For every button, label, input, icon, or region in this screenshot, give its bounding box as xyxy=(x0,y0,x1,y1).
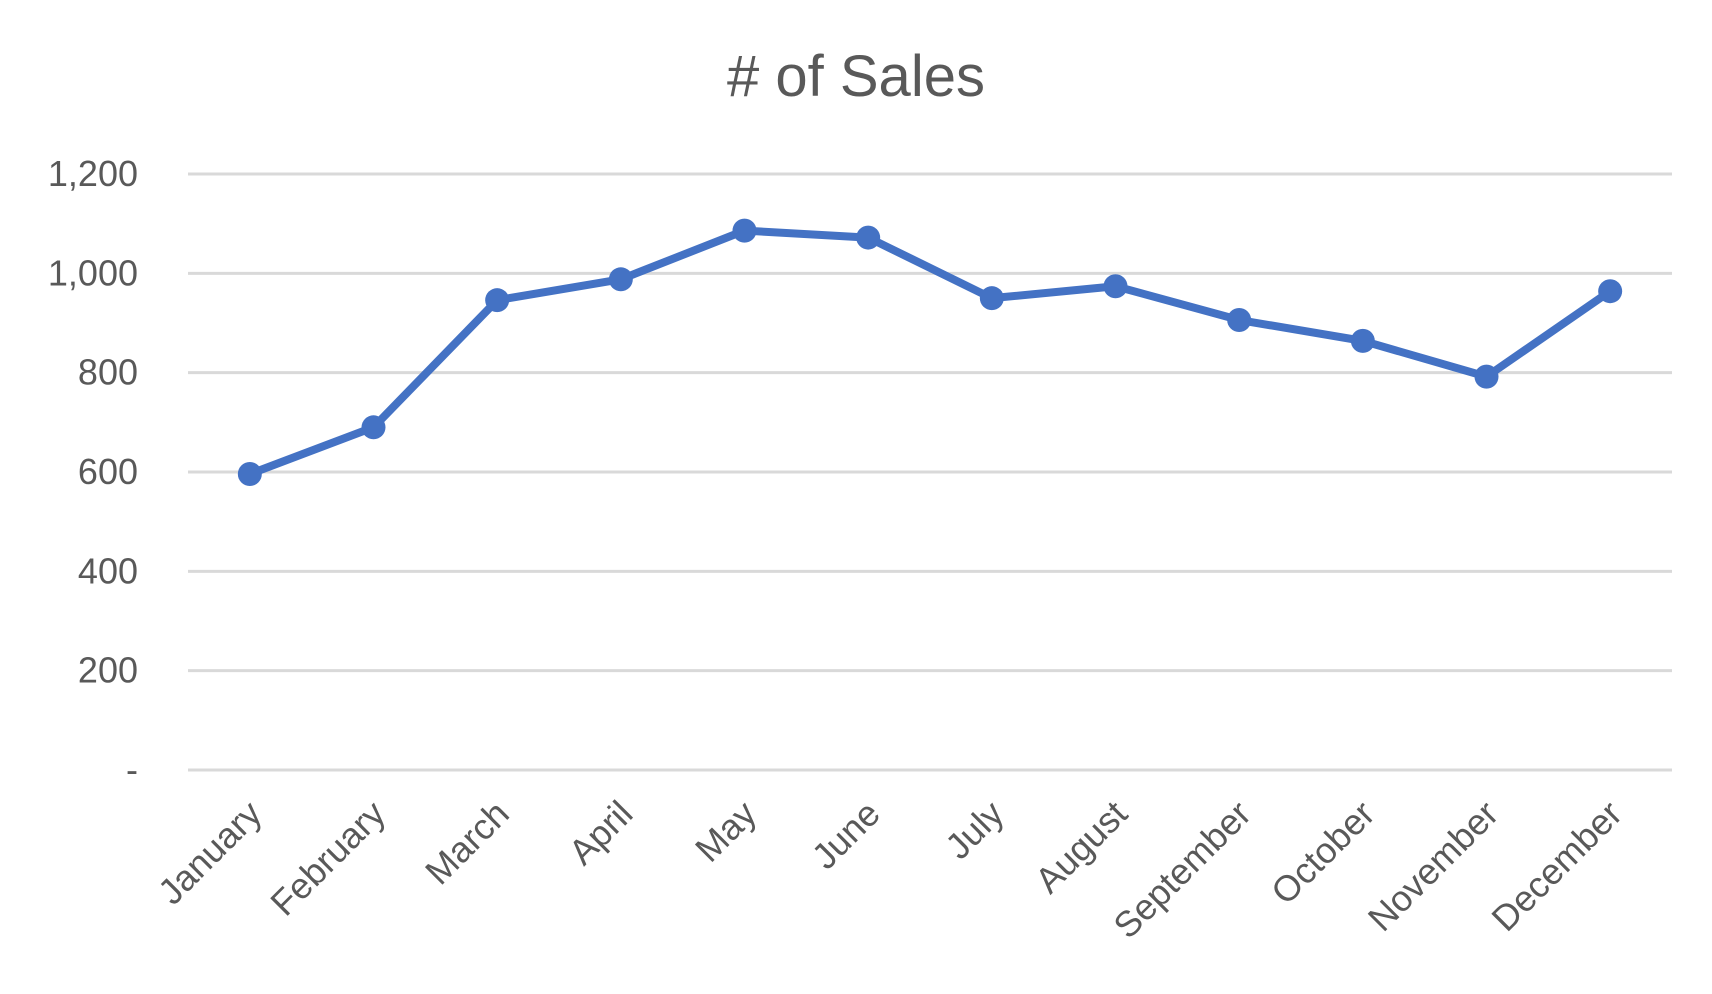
y-tick-label: 200 xyxy=(78,650,138,691)
x-tick-label: August xyxy=(1027,793,1135,901)
series-layer xyxy=(237,218,1623,486)
data-point[interactable] xyxy=(608,267,633,292)
data-point[interactable] xyxy=(979,286,1004,311)
y-tick-label: 1,200 xyxy=(48,153,138,194)
chart-title: # of Sales xyxy=(727,44,985,109)
y-tick-label: 600 xyxy=(78,451,138,492)
x-tick-label: March xyxy=(417,793,517,893)
series-line xyxy=(245,226,1615,478)
x-tick-label: April xyxy=(561,793,641,873)
x-tick-label: February xyxy=(262,793,393,924)
data-point[interactable] xyxy=(1474,364,1499,389)
data-point[interactable] xyxy=(485,288,510,313)
data-point[interactable] xyxy=(732,218,757,243)
data-point[interactable] xyxy=(237,461,262,486)
gridlines xyxy=(188,172,1672,772)
x-tick-label: June xyxy=(804,793,888,877)
y-axis-tick-labels: - 200 400 600 800 1,000 1,200 xyxy=(48,153,138,790)
x-tick-label: November xyxy=(1360,793,1506,939)
x-tick-label: May xyxy=(687,793,764,870)
x-tick-label: October xyxy=(1263,793,1383,913)
data-point[interactable] xyxy=(856,225,881,250)
x-tick-label: January xyxy=(150,793,270,913)
x-tick-label: July xyxy=(937,793,1011,867)
data-point[interactable] xyxy=(1227,308,1252,333)
data-point[interactable] xyxy=(1598,279,1623,304)
x-tick-label: December xyxy=(1483,793,1629,939)
y-tick-label: 400 xyxy=(78,550,138,591)
data-point[interactable] xyxy=(1350,328,1375,353)
y-tick-label: 1,000 xyxy=(48,252,138,293)
data-point[interactable] xyxy=(361,415,386,440)
y-tick-label: - xyxy=(126,749,138,790)
data-point[interactable] xyxy=(1103,274,1128,299)
y-tick-label: 800 xyxy=(78,352,138,393)
